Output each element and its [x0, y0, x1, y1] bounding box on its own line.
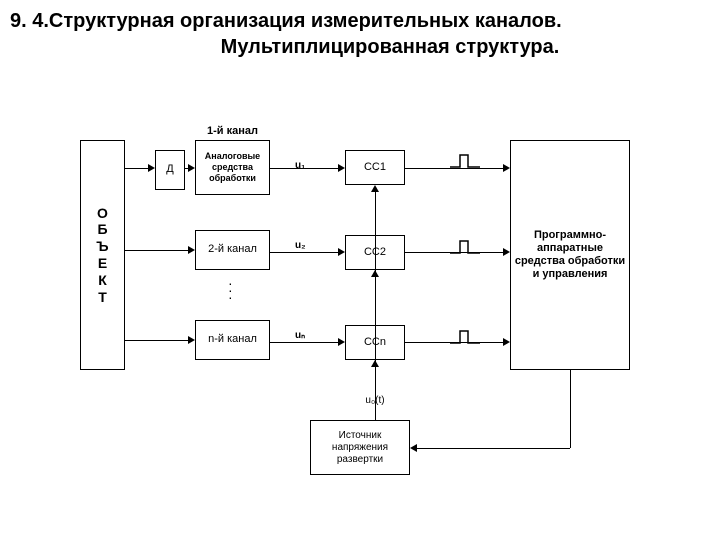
edge-chn-ccn	[270, 342, 338, 343]
arrowhead-icon	[371, 270, 379, 277]
channel-1-label: 1-й канал	[195, 125, 270, 137]
node-channel-n: n-й канал	[195, 320, 270, 360]
object-label: ОБЪЕКТ	[96, 205, 108, 306]
arrowhead-icon	[188, 246, 195, 254]
title-line-1: 9. 4.Структурная организация измерительн…	[10, 8, 710, 34]
edge-object-chn	[125, 340, 188, 341]
edge-source-bus-v	[375, 360, 376, 420]
arrowhead-icon	[503, 248, 510, 256]
edge-ccn-prog	[405, 342, 503, 343]
node-cc1: СС1	[345, 150, 405, 185]
label-un: uₙ	[295, 330, 305, 341]
page-title: 9. 4.Структурная организация измерительн…	[10, 8, 710, 60]
label-u1: u₁	[295, 160, 305, 171]
edge-object-ch2	[125, 250, 188, 251]
edge-cc1-prog	[405, 168, 503, 169]
edge-cc2-prog	[405, 252, 503, 253]
edge-prog-source-h	[417, 448, 570, 449]
edge-analog-cc1	[270, 168, 338, 169]
edge-object-d	[125, 168, 148, 169]
node-analog: Аналоговые средства обработки	[195, 140, 270, 195]
node-source: Источник напряжения развертки	[310, 420, 410, 475]
arrowhead-icon	[338, 248, 345, 256]
block-diagram: ОБЪЕКТ 1-й канал Д Аналоговые средства о…	[80, 120, 640, 480]
node-channel-2: 2-й канал	[195, 230, 270, 270]
node-prog: Программно-аппаратные средства обработки…	[510, 140, 630, 370]
node-object: ОБЪЕКТ	[80, 140, 125, 370]
ellipsis-icon: ···	[228, 280, 233, 301]
edge-ch2-cc2	[270, 252, 338, 253]
arrowhead-icon	[503, 164, 510, 172]
edge-prog-source-v	[570, 370, 571, 448]
pulse-icon-n	[450, 328, 480, 346]
pulse-icon-2	[450, 238, 480, 256]
node-d: Д	[155, 150, 185, 190]
arrowhead-icon	[338, 164, 345, 172]
arrowhead-icon	[503, 338, 510, 346]
arrowhead-icon	[371, 360, 379, 367]
title-line-2: Мультиплицированная структура.	[10, 34, 710, 60]
arrowhead-icon	[148, 164, 155, 172]
arrowhead-icon	[338, 338, 345, 346]
arrowhead-icon	[410, 444, 417, 452]
label-u2: u₂	[295, 240, 306, 251]
arrowhead-icon	[188, 336, 195, 344]
arrowhead-icon	[188, 164, 195, 172]
